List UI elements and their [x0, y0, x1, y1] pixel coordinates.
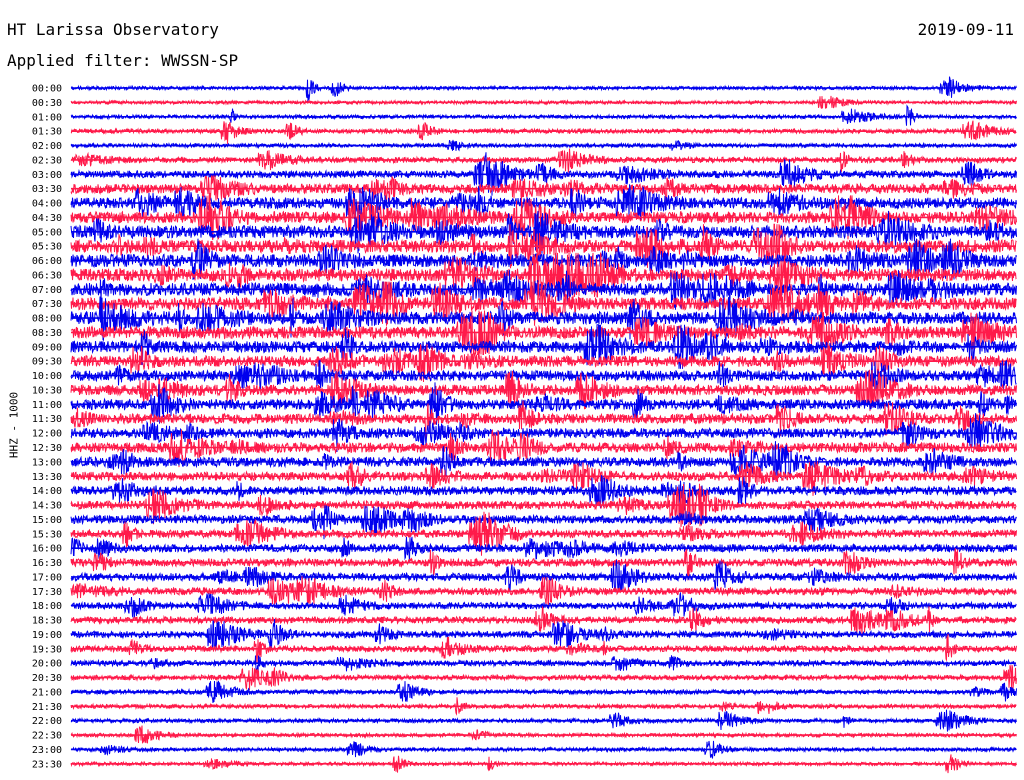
trace-row [70, 76, 1017, 103]
date-label: 2019-09-11 [917, 20, 1014, 39]
time-label: 20:30 [32, 673, 62, 684]
time-label: 15:00 [32, 515, 62, 526]
time-label: 06:00 [32, 256, 62, 267]
trace-row [70, 680, 1017, 703]
time-label: 09:00 [32, 342, 62, 353]
trace-row [70, 709, 1017, 732]
time-label: 13:00 [32, 457, 62, 468]
time-label: 23:00 [32, 745, 62, 756]
trace-row [70, 104, 1017, 126]
time-label: 20:00 [32, 659, 62, 670]
trace-row [70, 152, 1017, 196]
time-label: 00:00 [32, 84, 62, 95]
time-label: 21:30 [32, 702, 62, 713]
time-label: 04:00 [32, 199, 62, 210]
page-title: HT Larissa Observatory [7, 20, 219, 39]
time-label: 13:30 [32, 472, 62, 483]
time-label: 16:00 [32, 544, 62, 555]
time-label: 05:00 [32, 227, 62, 238]
time-label: 03:00 [32, 170, 62, 181]
trace-row [70, 576, 1017, 607]
time-label: 23:30 [32, 759, 62, 770]
time-label: 11:00 [32, 400, 62, 411]
time-label: 00:30 [32, 98, 62, 109]
seismic-traces [70, 76, 1017, 774]
time-label: 07:00 [32, 285, 62, 296]
time-label: 14:30 [32, 501, 62, 512]
trace-row [70, 238, 1017, 281]
time-label: 02:30 [32, 155, 62, 166]
time-label: 06:30 [32, 270, 62, 281]
time-label: 04:30 [32, 213, 62, 224]
time-label: 02:00 [32, 141, 62, 152]
trace-row [70, 655, 1017, 675]
filter-label: Applied filter: WWSSN-SP [7, 51, 239, 70]
time-label: 19:00 [32, 630, 62, 641]
trace-row [70, 400, 1017, 440]
time-label: 17:30 [32, 587, 62, 598]
time-label: 10:30 [32, 385, 62, 396]
trace-row [70, 183, 1017, 226]
trace-row [70, 605, 1017, 637]
trace-row [70, 270, 1017, 310]
time-label: 19:30 [32, 644, 62, 655]
trace-row [70, 324, 1017, 369]
trace-row [70, 175, 1017, 204]
time-label: 16:30 [32, 558, 62, 569]
time-label: 01:00 [32, 112, 62, 123]
trace-row [70, 548, 1017, 581]
time-label: 21:00 [32, 687, 62, 698]
time-label: 01:30 [32, 127, 62, 138]
time-label: 22:00 [32, 716, 62, 727]
trace-row [70, 369, 1017, 412]
time-label: 18:00 [32, 601, 62, 612]
trace-row [70, 461, 1017, 496]
time-label: 05:30 [32, 242, 62, 253]
trace-row [70, 536, 1017, 562]
trace-row [70, 251, 1017, 298]
time-label: 22:30 [32, 731, 62, 742]
time-label: 10:00 [32, 371, 62, 382]
time-label: 07:30 [32, 299, 62, 310]
time-label: 09:30 [32, 357, 62, 368]
time-label: 11:30 [32, 414, 62, 425]
time-label: 12:30 [32, 443, 62, 454]
time-label: 15:30 [32, 529, 62, 540]
time-label: 14:00 [32, 486, 62, 497]
time-label: 18:30 [32, 616, 62, 627]
time-labels: 00:00 00:30 01:00 01:30 02:00 02:30 03:00 03:30… [32, 84, 62, 771]
time-label: 12:00 [32, 429, 62, 440]
time-label: 03:30 [32, 184, 62, 195]
time-label: 08:00 [32, 314, 62, 325]
trace-row [70, 296, 1017, 342]
trace-row [70, 120, 1017, 144]
time-label: 08:30 [32, 328, 62, 339]
time-label: 17:00 [32, 572, 62, 583]
